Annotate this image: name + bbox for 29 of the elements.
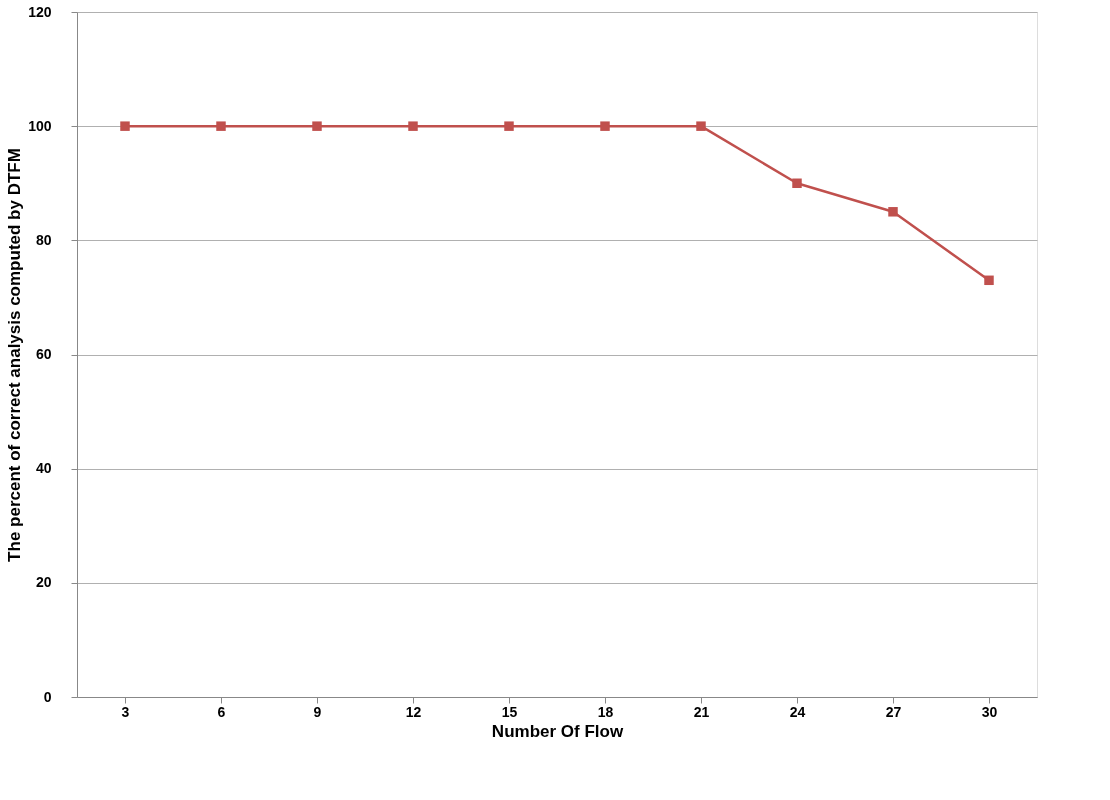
x-tick-label: 27 — [885, 703, 902, 720]
y-tick-label: 20 — [35, 574, 52, 591]
point — [792, 178, 802, 188]
x-tick-label: 12 — [405, 703, 422, 720]
x-tick-label: 9 — [313, 703, 322, 720]
y-tick-label: 60 — [35, 346, 52, 362]
point — [984, 275, 994, 286]
point — [600, 121, 610, 131]
y-tick-label: 40 — [35, 460, 52, 477]
x-axis-title: Number Of Flow — [491, 721, 624, 741]
y-axis-title: The percent of correct analysis computed by DTFM — [5, 148, 25, 562]
x-tick-label: 21 — [693, 703, 710, 720]
point — [696, 121, 706, 131]
y-tick-label: 80 — [35, 231, 52, 248]
point — [216, 121, 226, 131]
point — [120, 121, 130, 131]
x-tick-label: 15 — [501, 703, 518, 720]
y-tick-label: 0 — [43, 688, 52, 705]
point — [408, 121, 418, 131]
point — [888, 207, 898, 217]
x-tick-label: 6 — [217, 703, 226, 720]
y-tick-label: 100 — [28, 117, 52, 134]
x-tick-label: 18 — [597, 703, 614, 720]
point — [312, 121, 322, 131]
x-tick-label: 30 — [981, 703, 998, 720]
y-tick-label: 120 — [28, 3, 52, 20]
point — [504, 121, 514, 131]
x-tick-label: 3 — [121, 703, 130, 720]
x-tick-label: 24 — [789, 703, 806, 720]
